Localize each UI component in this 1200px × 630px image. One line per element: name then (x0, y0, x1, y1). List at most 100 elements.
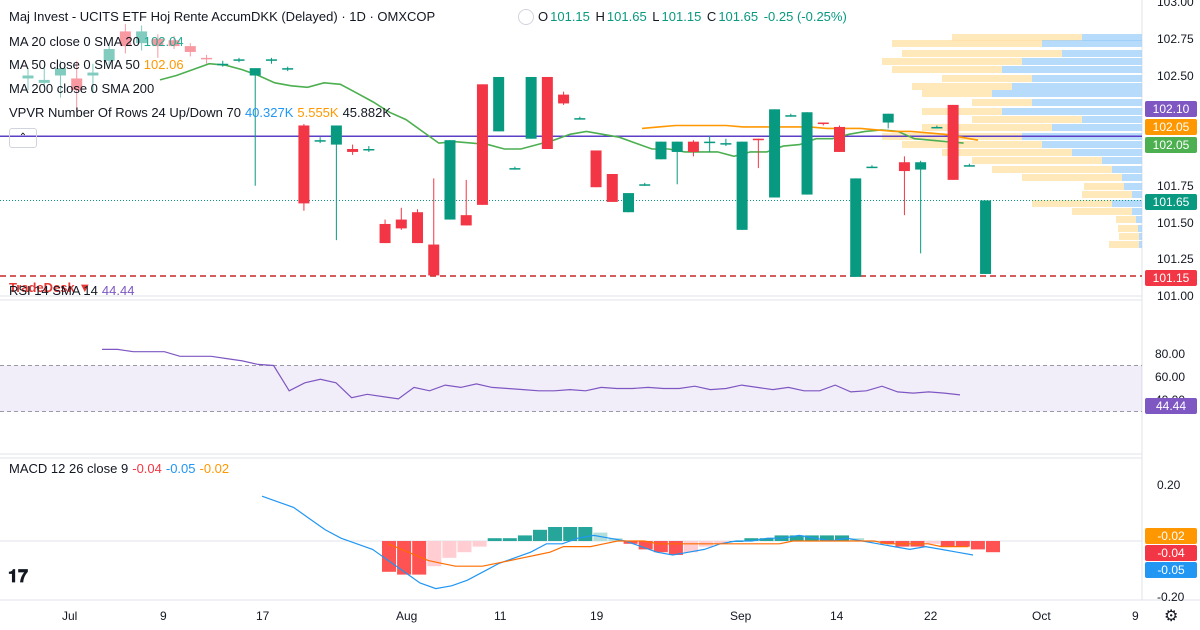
macd-line (261, 495, 974, 590)
candle (769, 109, 781, 198)
candle-body (428, 244, 440, 276)
vpvr-bar-up (1052, 124, 1142, 131)
vpvr-bar-up (1032, 75, 1142, 82)
candle-body (817, 122, 829, 125)
vpvr-bar-up (1002, 108, 1142, 115)
candle-body (54, 68, 66, 76)
price-pill: 101.15 (1145, 270, 1197, 286)
price-axis-label: 103.00 (1157, 0, 1194, 9)
vpvr-bar-down (892, 66, 1002, 73)
settings-gear-icon[interactable]: ⚙ (1164, 608, 1179, 625)
macd-hist-bar (986, 541, 1000, 553)
candle-body (347, 149, 359, 152)
vpvr-bar-down (1116, 216, 1136, 223)
price-pill: 102.05 (1145, 137, 1197, 153)
candle (184, 43, 196, 57)
candle-body (265, 59, 277, 61)
vpvr-bar-down (922, 108, 1002, 115)
ma50-legend[interactable]: MA 50 close 0 SMA 50 102.06 (9, 57, 184, 72)
vpvr-bar-down (1119, 233, 1139, 240)
candle-body (866, 166, 878, 169)
candle-body (476, 84, 488, 205)
candle-body (282, 68, 294, 70)
candle (915, 160, 927, 254)
candle (217, 60, 229, 67)
candle (201, 54, 213, 64)
tradingview-logo[interactable]: 𝟏𝟕 (8, 566, 29, 586)
candle (71, 60, 83, 113)
candle-body (412, 212, 424, 244)
candle (655, 141, 667, 160)
candle-body (655, 141, 667, 160)
vpvr-bar-up (1112, 166, 1142, 173)
macd-pane (0, 495, 1142, 590)
candle-body (931, 126, 943, 129)
vpvr-bar-down (892, 40, 1042, 47)
candle-body (395, 219, 407, 229)
candle-body (249, 68, 261, 76)
candle (54, 60, 66, 98)
vpvr-bar-up (1002, 66, 1142, 73)
macd-hist-bar (517, 535, 532, 541)
candle-body (541, 76, 553, 149)
macd-hist-bar (502, 538, 517, 541)
macd-hist-bar (472, 541, 487, 547)
vpvr-bar-down (912, 83, 1012, 90)
candle (850, 178, 862, 277)
candle-body (623, 193, 635, 213)
candle-body (460, 215, 472, 226)
vpvr-bar-down (1072, 208, 1132, 215)
chart-title: Maj Invest - UCITS ETF Hoj Rente AccumDK… (9, 9, 436, 24)
candle-body (314, 140, 326, 142)
candle-body (704, 141, 716, 144)
price-axis-label: 101.00 (1157, 289, 1194, 303)
volume-profile (882, 34, 1142, 248)
vpvr-bar-down (942, 75, 1032, 82)
vpvr-bar-down (972, 116, 1082, 123)
rsi-band (0, 365, 1142, 412)
candle-body (184, 46, 196, 52)
macd-hist-bar (427, 541, 442, 567)
candle-body (801, 112, 813, 195)
vpvr-bar-down (902, 141, 1042, 148)
macd-hist-bar (578, 527, 593, 541)
macd-hist-bar (412, 541, 427, 575)
candle-body (752, 138, 764, 141)
price-pill: 101.65 (1145, 194, 1197, 210)
candle (168, 35, 180, 50)
time-axis-label: 14 (830, 609, 844, 623)
time-axis-label: Oct (1032, 609, 1051, 623)
vpvr-bar-up (1012, 83, 1142, 90)
macd-hist-bar (759, 538, 774, 541)
candle-body (785, 115, 797, 117)
candle (558, 91, 570, 105)
candle (379, 219, 391, 244)
ma20-legend[interactable]: MA 20 close 0 SMA 20 102.04 (9, 34, 184, 49)
candle-body (769, 109, 781, 198)
vpvr-bar-up (1032, 99, 1142, 106)
candle (834, 125, 845, 152)
candle (298, 124, 310, 211)
vpvr-legend[interactable]: VPVR Number Of Rows 24 Up/Down 70 40.327K… (9, 105, 392, 120)
candle (38, 68, 50, 88)
rsi-legend[interactable]: RSI 14 SMA 14 44.44 (9, 283, 135, 298)
candle-body (720, 143, 732, 145)
macd-hist-bar (744, 538, 759, 541)
candle-body (22, 75, 34, 79)
vpvr-bar-down (922, 90, 992, 97)
candle (428, 178, 440, 276)
macd-legend[interactable]: MACD 12 26 close 9 -0.04 -0.05 -0.02 (9, 461, 230, 476)
candle-body (103, 49, 115, 61)
candle-body (898, 162, 910, 172)
candle (671, 141, 683, 185)
collapse-legend-button[interactable]: ⌃ (9, 128, 37, 148)
candle (103, 43, 115, 69)
macd-hist-bar (653, 541, 668, 553)
time-axis-label: 11 (494, 609, 507, 623)
candle (866, 165, 878, 169)
tradedesk-label[interactable]: TradeDesk ▼ (9, 280, 92, 295)
ma200-legend[interactable]: MA 200 close 0 SMA 200 (9, 81, 155, 96)
vpvr-bar-down (922, 124, 1052, 131)
vpvr-bar-down (942, 149, 1072, 156)
